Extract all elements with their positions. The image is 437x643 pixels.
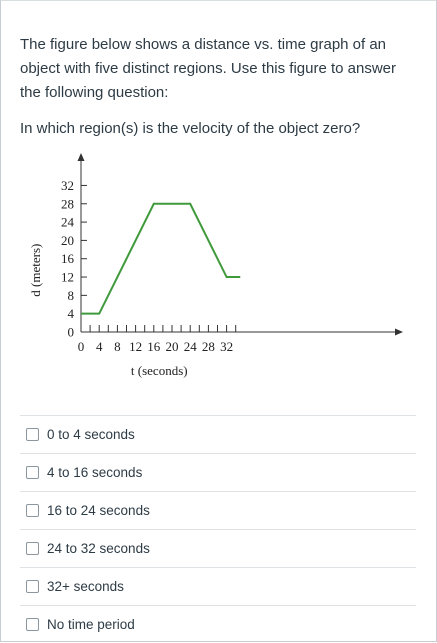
- distance-series-line: [81, 202, 241, 315]
- y-tick-label: 0: [68, 325, 75, 340]
- option-label: 0 to 4 seconds: [47, 427, 135, 442]
- checkbox[interactable]: [26, 542, 39, 555]
- x-tick-label: 12: [129, 339, 142, 354]
- x-tick-label: 24: [184, 339, 198, 354]
- question-text: In which region(s) is the velocity of th…: [20, 120, 361, 137]
- y-axis-label: d (meters): [28, 244, 43, 297]
- checkbox[interactable]: [26, 504, 39, 517]
- y-tick-label: 12: [61, 270, 74, 285]
- checkbox[interactable]: [26, 580, 39, 593]
- x-tick-label: 0: [78, 339, 85, 354]
- x-tick-label: 16: [147, 339, 161, 354]
- checkbox[interactable]: [26, 428, 39, 441]
- question-prompt: The figure below shows a distance vs. ti…: [20, 36, 397, 101]
- option-0-4[interactable]: 0 to 4 seconds: [20, 415, 416, 453]
- y-tick-label: 4: [68, 306, 75, 321]
- y-tick-label: 24: [61, 215, 75, 230]
- option-24-32[interactable]: 24 to 32 seconds: [20, 529, 416, 567]
- x-tick-label: 20: [166, 339, 179, 354]
- option-label: 32+ seconds: [47, 579, 124, 594]
- x-axis-label: t (seconds): [131, 363, 188, 378]
- y-tick-label: 32: [61, 178, 74, 193]
- y-tick-label: 8: [68, 288, 75, 303]
- answer-options: 0 to 4 seconds 4 to 16 seconds 16 to 24 …: [20, 415, 416, 643]
- y-axis-arrow: [77, 153, 85, 161]
- y-tick-label: 20: [61, 233, 74, 248]
- x-tick-label: 32: [220, 339, 233, 354]
- x-tick-label: 8: [114, 339, 121, 354]
- y-tick-label: 16: [61, 251, 75, 266]
- x-tick-label: 4: [96, 339, 103, 354]
- option-no-time-period[interactable]: No time period: [20, 605, 416, 643]
- x-tick-label: 28: [202, 339, 215, 354]
- option-label: 16 to 24 seconds: [47, 503, 150, 518]
- option-label: 4 to 16 seconds: [47, 465, 143, 480]
- checkbox[interactable]: [26, 466, 39, 479]
- option-16-24[interactable]: 16 to 24 seconds: [20, 491, 416, 529]
- option-label: No time period: [47, 617, 135, 632]
- checkbox[interactable]: [26, 618, 39, 631]
- option-4-16[interactable]: 4 to 16 seconds: [20, 453, 416, 491]
- option-label: 24 to 32 seconds: [47, 541, 150, 556]
- option-32-plus[interactable]: 32+ seconds: [20, 567, 416, 605]
- y-tick-label: 28: [61, 196, 74, 211]
- x-axis-arrow: [395, 328, 403, 336]
